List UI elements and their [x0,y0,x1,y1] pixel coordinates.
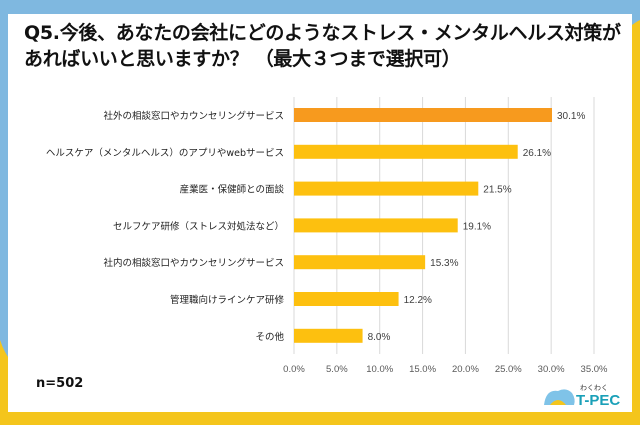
bar [294,144,518,159]
category-label: その他 [255,331,284,343]
data-label: 21.5% [483,185,511,196]
bar [294,181,479,196]
bar [294,108,552,122]
category-label: 社内の相談窓口やカウンセリングサービス [103,257,284,269]
data-label: 12.2% [404,295,432,306]
x-tick-label: 25.0% [495,364,522,375]
chart-card [8,14,632,412]
bar [294,218,458,233]
logo-top-text: わくわく [580,384,608,392]
category-label: セルフケア研修（ストレス対処法など） [113,220,284,232]
sample-size: n=502 [36,376,84,391]
category-label: 管理職向けラインケア研修 [170,294,285,306]
category-label: 社外の相談窓口やカウンセリングサービス [103,110,284,122]
data-label: 26.1% [523,148,551,159]
logo-text: T-PEC [576,392,621,409]
data-label: 8.0% [368,332,391,343]
bar [294,255,426,270]
category-label: ヘルスケア（メンタルヘルス）のアプリやwebサービス [46,147,284,159]
data-label: 19.1% [463,221,491,232]
logo-icon [544,389,575,405]
x-tick-label: 10.0% [366,364,393,375]
bar [294,328,363,343]
x-tick-label: 0.0% [283,364,305,375]
category-label: 産業医・保健師との面談 [180,184,285,196]
x-tick-label: 20.0% [452,364,479,375]
bar [294,292,399,306]
chart-title: Q5.今後、あなたの会社にどのようなストレス・メンタルヘルス対策があればいいと思… [24,22,621,70]
x-tick-label: 5.0% [326,364,348,375]
x-tick-label: 15.0% [409,364,436,375]
data-label: 15.3% [430,258,458,269]
x-tick-label: 35.0% [581,364,608,375]
x-tick-label: 30.0% [538,364,565,375]
data-label: 30.1% [557,111,585,122]
